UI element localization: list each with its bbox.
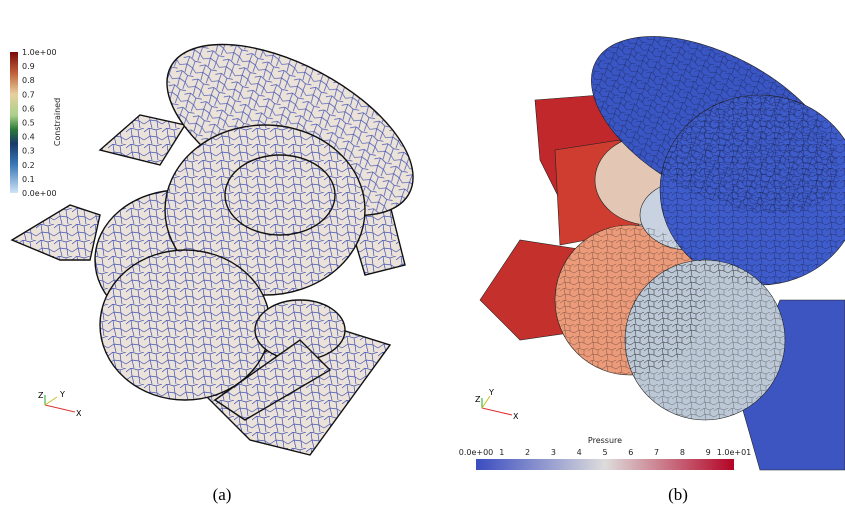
colorbar-title: Pressure bbox=[588, 436, 622, 445]
colorbar-label: 3 bbox=[551, 448, 556, 457]
colorbar-label: 1.0e+00 bbox=[22, 48, 57, 57]
colorbar-label: 0.9 bbox=[22, 62, 35, 71]
axes-icon: Z Y X bbox=[475, 388, 519, 421]
axis-y: Y bbox=[488, 388, 494, 397]
colorbar-label: 0.6 bbox=[22, 104, 35, 113]
colorbar-label: 4 bbox=[577, 448, 582, 457]
colorbar-label: 8 bbox=[680, 448, 685, 457]
colorbar-label: 9 bbox=[706, 448, 711, 457]
colorbar-label: 0.2 bbox=[22, 161, 35, 170]
colorbar-label: 0.5 bbox=[22, 119, 35, 128]
colorbar-b bbox=[476, 459, 734, 470]
mesh-a bbox=[12, 9, 440, 455]
colorbar-a bbox=[10, 52, 18, 193]
colorbar-label: 0.4 bbox=[22, 133, 35, 142]
figure: Constrained 1.0e+00 0.9 0.8 0.7 0.6 0.5 0.4 0.3… bbox=[0, 0, 845, 512]
axis-z: Z bbox=[475, 395, 481, 404]
colorbar-label: 2 bbox=[525, 448, 530, 457]
caption: (a) bbox=[213, 485, 232, 504]
axis-y: Y bbox=[59, 390, 65, 399]
axis-z: Z bbox=[38, 391, 44, 400]
colorbar-label: 0.1 bbox=[22, 175, 35, 184]
colorbar-title: Constrained bbox=[53, 98, 62, 146]
colorbar-label: 1.0e+01 bbox=[717, 448, 752, 457]
colorbar-label: 6 bbox=[628, 448, 633, 457]
colorbar-label: 7 bbox=[654, 448, 659, 457]
colorbar-label: 1 bbox=[499, 448, 504, 457]
colorbar-label: 5 bbox=[602, 448, 607, 457]
colorbar-label: 0.7 bbox=[22, 90, 35, 99]
colorbar-label: 0.3 bbox=[22, 147, 35, 156]
axis-x: X bbox=[513, 412, 519, 421]
colorbar-label: 0.0e+00 bbox=[22, 189, 57, 198]
colorbar-labels: 0.0e+00 1 2 3 4 5 6 7 8 9 1.0e+01 bbox=[459, 448, 752, 457]
colorbar-label: 0.0e+00 bbox=[459, 448, 494, 457]
axes-icon: Z Y X bbox=[38, 390, 82, 418]
axis-x: X bbox=[76, 409, 82, 418]
caption: (b) bbox=[668, 485, 688, 504]
colorbar-labels: 1.0e+00 0.9 0.8 0.7 0.6 0.5 0.4 0.3 0.2 0.1 0.0e+0… bbox=[22, 48, 57, 198]
colorbar-label: 0.8 bbox=[22, 76, 35, 85]
